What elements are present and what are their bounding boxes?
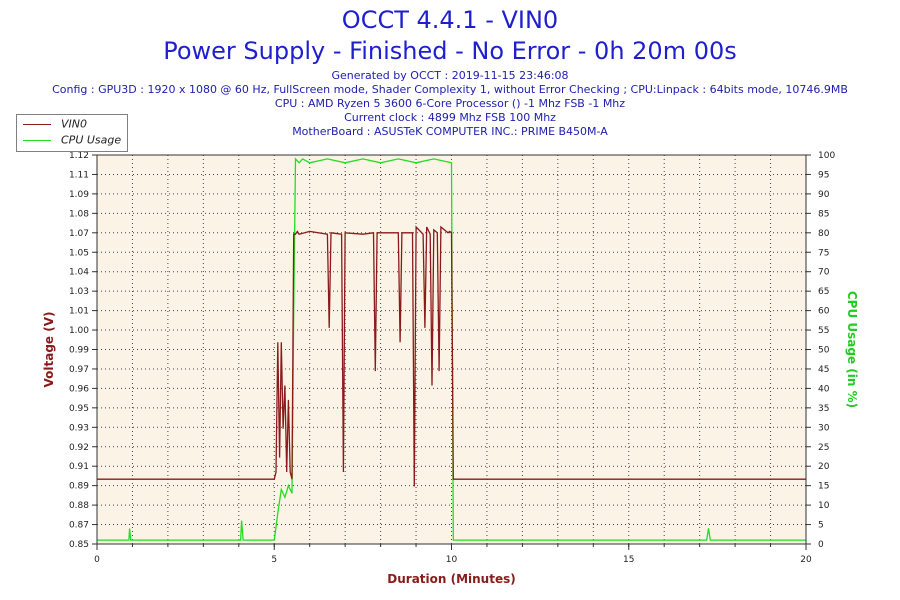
info-generated: Generated by OCCT : 2019-11-15 23:46:08 [331,69,569,82]
x-tick-label: 20 [800,555,812,565]
y-right-tick-label: 50 [818,346,830,356]
chart-subtitle: Power Supply - Finished - No Error - 0h … [163,37,737,65]
legend-swatch-vin0 [23,123,51,125]
y-right-tick-label: 90 [818,190,830,200]
y-left-tick-label: 1.12 [69,151,89,161]
series-line-vin0 [97,225,806,487]
y-left-tick-label: 1.11 [69,170,89,180]
info-clock: Current clock : 4899 Mhz FSB 100 Mhz [344,111,556,124]
y-left-tick-label: 1.07 [69,229,89,239]
y-right-tick-label: 100 [818,151,835,161]
y-right-tick-label: 45 [818,365,829,375]
legend-label-vin0: VIN0 [61,117,87,131]
y-right-tick-label: 80 [818,229,830,239]
y-left-tick-label: 0.85 [69,540,89,550]
y-left-tick-label: 0.87 [69,521,89,531]
y-left-tick-label: 0.92 [69,443,89,453]
legend-item-vin0: VIN0 [23,117,87,133]
axes: 0 5 10 15 20 0.85 0.87 0.88 0.89 0.91 0.92 0.93 0.95… [69,151,835,565]
series-line-cpu-usage [97,157,806,541]
info-config: Config : GPU3D : 1920 x 1080 @ 60 Hz, Fu… [52,83,848,96]
series-group [97,157,806,541]
y-left-tick-label: 0.89 [69,482,89,492]
legend-swatch-cpu-usage [23,139,51,141]
y-right-tick-label: 20 [818,462,830,472]
y-left-tick-label: 1.08 [69,209,89,219]
x-axis-label: Duration (Minutes) [387,572,515,586]
y-right-tick-label: 35 [818,404,829,414]
y-right-tick-label: 10 [818,501,830,511]
y-right-tick-label: 95 [818,170,829,180]
x-tick-label: 0 [94,555,100,565]
y-right-tick-label: 55 [818,326,829,336]
y-right-tick-label: 75 [818,248,829,258]
y-left-tick-label: 1.04 [69,268,89,278]
y-right-tick-label: 15 [818,482,829,492]
x-tick-label: 5 [271,555,277,565]
legend: VIN0 CPU Usage [16,114,128,152]
y-right-tick-label: 5 [818,521,824,531]
y-left-tick-label: 0.93 [69,423,89,433]
y-left-tick-label: 0.95 [69,404,89,414]
legend-item-cpu-usage: CPU Usage [23,133,121,149]
y-left-tick-label: 1.09 [69,190,89,200]
y-left-tick-label: 1.00 [69,326,89,336]
y-left-tick-label: 0.96 [69,384,89,394]
y-left-tick-label: 1.05 [69,248,89,258]
info-motherboard: MotherBoard : ASUSTeK COMPUTER INC.: PRI… [292,125,608,138]
y-left-tick-label: 0.99 [69,346,89,356]
y-left-tick-label: 0.88 [69,501,89,511]
y-right-tick-label: 70 [818,268,830,278]
y-right-tick-label: 0 [818,540,824,550]
info-cpu: CPU : AMD Ryzen 5 3600 6-Core Processor … [274,97,626,110]
y-right-tick-label: 85 [818,209,829,219]
y-left-tick-label: 1.03 [69,287,89,297]
y-left-tick-label: 0.91 [69,462,89,472]
x-tick-label: 15 [623,555,634,565]
chart-title: OCCT 4.4.1 - VIN0 [341,6,559,34]
legend-label-cpu-usage: CPU Usage [61,133,122,147]
y-left-tick-label: 1.01 [69,307,89,317]
y-left-tick-label: 0.97 [69,365,89,375]
y-right-tick-label: 25 [818,443,829,453]
y-right-tick-label: 30 [818,423,830,433]
y-right-tick-label: 60 [818,307,830,317]
y-axis-right-label: CPU Usage (in %) [845,291,859,408]
y-right-tick-label: 65 [818,287,829,297]
y-right-tick-label: 40 [818,384,830,394]
y-axis-left-label: Voltage (V) [42,312,56,388]
x-tick-label: 10 [446,555,458,565]
